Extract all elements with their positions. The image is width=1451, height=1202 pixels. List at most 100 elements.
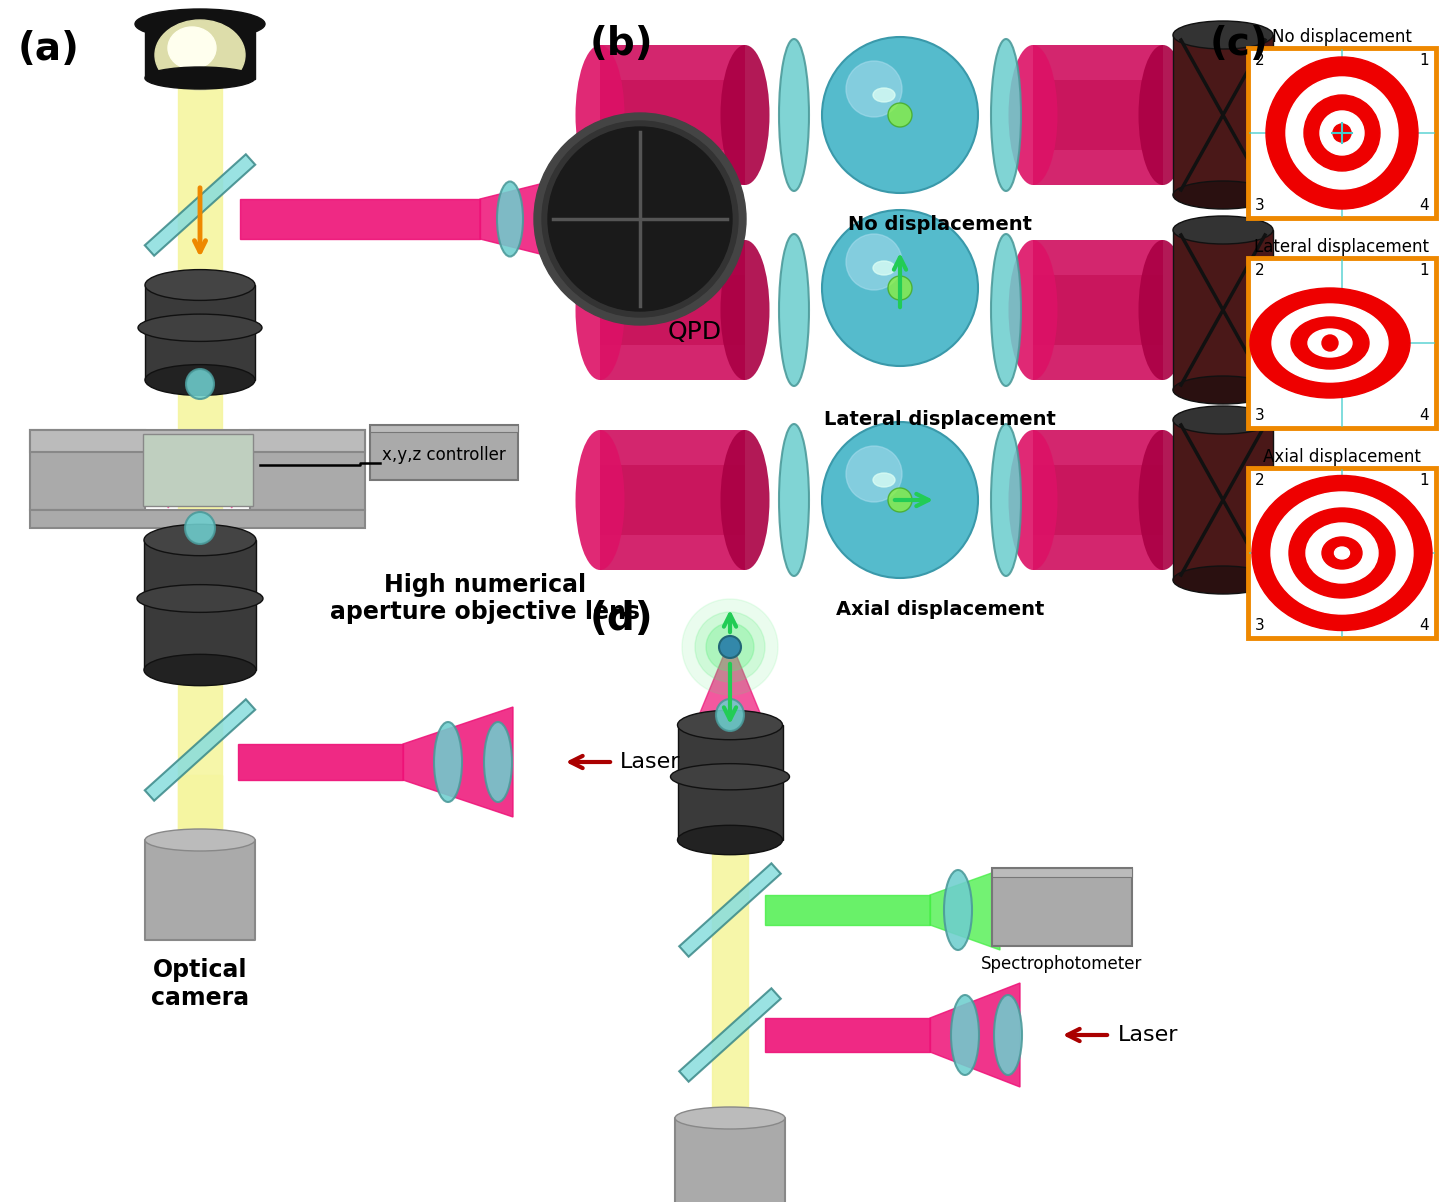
- Ellipse shape: [485, 722, 512, 802]
- Bar: [1172, 35, 1273, 195]
- Circle shape: [534, 113, 746, 325]
- Circle shape: [720, 636, 741, 657]
- Circle shape: [823, 422, 978, 578]
- Circle shape: [888, 488, 913, 512]
- Ellipse shape: [1273, 304, 1389, 382]
- Bar: [145, 840, 255, 940]
- Bar: [1033, 44, 1164, 185]
- Bar: [238, 744, 403, 780]
- Bar: [992, 868, 1132, 877]
- Ellipse shape: [991, 424, 1022, 576]
- Text: No displacement: No displacement: [847, 215, 1032, 234]
- Text: 2: 2: [1255, 263, 1265, 278]
- Polygon shape: [480, 179, 560, 258]
- Ellipse shape: [1306, 523, 1378, 583]
- Text: 3: 3: [1255, 407, 1265, 423]
- Bar: [601, 81, 744, 150]
- Text: 3: 3: [1255, 618, 1265, 633]
- Ellipse shape: [994, 995, 1022, 1075]
- Bar: [678, 725, 782, 840]
- Circle shape: [823, 210, 978, 365]
- Ellipse shape: [715, 700, 744, 731]
- Circle shape: [1333, 124, 1351, 142]
- Text: Laser: Laser: [1119, 1025, 1178, 1045]
- Ellipse shape: [184, 512, 215, 545]
- Ellipse shape: [168, 26, 216, 69]
- Ellipse shape: [670, 763, 789, 790]
- Bar: [144, 540, 255, 670]
- Bar: [765, 1018, 930, 1052]
- Ellipse shape: [991, 234, 1022, 386]
- Bar: [1033, 430, 1164, 570]
- Ellipse shape: [576, 44, 624, 185]
- Text: Laser: Laser: [620, 752, 681, 772]
- Circle shape: [695, 612, 765, 682]
- Bar: [601, 240, 744, 380]
- Bar: [370, 426, 518, 432]
- Circle shape: [682, 599, 778, 695]
- Circle shape: [548, 127, 731, 311]
- Ellipse shape: [675, 1107, 785, 1129]
- Ellipse shape: [1172, 216, 1273, 244]
- Text: Optical
camera: Optical camera: [151, 958, 250, 1010]
- Circle shape: [846, 234, 903, 290]
- Ellipse shape: [145, 364, 255, 395]
- Polygon shape: [691, 651, 770, 737]
- Ellipse shape: [138, 314, 263, 341]
- Text: 1: 1: [1419, 474, 1429, 488]
- Ellipse shape: [779, 38, 810, 191]
- Text: High numerical
aperture objective lens: High numerical aperture objective lens: [329, 572, 640, 624]
- Text: Axial displacement: Axial displacement: [1262, 448, 1421, 466]
- Text: 1: 1: [1419, 263, 1429, 278]
- Ellipse shape: [1139, 44, 1187, 185]
- Bar: [1033, 81, 1164, 150]
- Ellipse shape: [1307, 329, 1352, 357]
- Bar: [675, 1118, 785, 1202]
- Text: 1: 1: [1419, 53, 1429, 69]
- Ellipse shape: [721, 430, 769, 570]
- Text: 2: 2: [1255, 53, 1265, 69]
- Polygon shape: [168, 432, 194, 508]
- Bar: [992, 868, 1132, 946]
- Ellipse shape: [155, 20, 245, 90]
- Ellipse shape: [1139, 240, 1187, 380]
- Ellipse shape: [1249, 288, 1410, 398]
- Ellipse shape: [678, 826, 782, 855]
- Ellipse shape: [1008, 430, 1058, 570]
- Polygon shape: [679, 988, 781, 1082]
- Bar: [765, 895, 930, 926]
- Ellipse shape: [1252, 476, 1432, 631]
- Ellipse shape: [721, 44, 769, 185]
- Circle shape: [707, 623, 755, 671]
- Circle shape: [888, 276, 913, 300]
- Ellipse shape: [144, 524, 255, 555]
- Bar: [30, 510, 366, 528]
- Circle shape: [1286, 77, 1397, 189]
- Circle shape: [1322, 335, 1338, 351]
- Bar: [1248, 48, 1436, 218]
- Ellipse shape: [434, 722, 461, 802]
- Bar: [145, 285, 255, 380]
- Ellipse shape: [136, 584, 263, 612]
- Text: Lateral displacement: Lateral displacement: [824, 410, 1056, 429]
- Text: Lateral displacement: Lateral displacement: [1255, 238, 1429, 256]
- Ellipse shape: [145, 829, 255, 851]
- Ellipse shape: [1335, 547, 1349, 559]
- Text: (b): (b): [591, 25, 653, 63]
- Text: 3: 3: [1255, 198, 1265, 213]
- Ellipse shape: [1271, 492, 1413, 614]
- Circle shape: [846, 446, 903, 502]
- Circle shape: [846, 61, 903, 117]
- Ellipse shape: [678, 710, 782, 739]
- Text: 4: 4: [1419, 198, 1429, 213]
- Polygon shape: [930, 870, 1000, 950]
- Circle shape: [1267, 56, 1418, 209]
- Bar: [712, 840, 749, 1120]
- Bar: [370, 426, 518, 480]
- Bar: [601, 44, 744, 185]
- Ellipse shape: [991, 38, 1022, 191]
- Text: 2: 2: [1255, 474, 1265, 488]
- Ellipse shape: [779, 234, 810, 386]
- Ellipse shape: [1172, 406, 1273, 434]
- Bar: [1248, 258, 1436, 428]
